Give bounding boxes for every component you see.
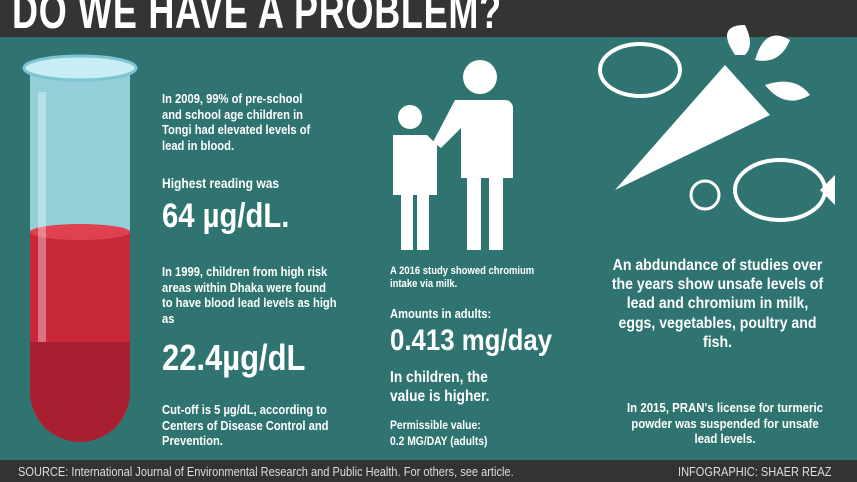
left-value-2: 22.4µg/dL [162, 337, 306, 378]
footer-bar: SOURCE: International Journal of Environ… [0, 460, 857, 482]
left-value-1: 64 µg/dL. [162, 197, 290, 235]
left-text-1: In 2009, 99% of pre-school and school ag… [162, 91, 311, 153]
middle-text-5: 0.2 MG/DAY (adults) [390, 434, 488, 448]
left-text-4: Cut-off is 5 µg/dL, according to Centers… [162, 402, 329, 449]
test-tube-illustration [22, 54, 138, 442]
left-text-2: Highest reading was [162, 175, 280, 191]
middle-text-4: Permissible value: [390, 418, 481, 432]
right-text-2: In 2015, PRAN's license for turmeric pow… [626, 400, 823, 447]
title-bar [0, 0, 857, 37]
page-title: DO WE HAVE A PROBLEM? [12, 0, 502, 39]
middle-text-2: Amounts in adults: [390, 306, 492, 321]
food-icons [598, 25, 835, 222]
parent-child-icon [393, 60, 513, 250]
middle-text-3: In children, the value is higher. [390, 369, 490, 406]
middle-value-1: 0.413 mg/day [390, 324, 553, 357]
credit-text: INFOGRAPHIC: SHAER REAZ [678, 464, 832, 479]
middle-text-1: A 2016 study showed chromium intake via … [390, 265, 535, 291]
right-text-1: An abdundance of studies over the years … [611, 257, 824, 351]
left-text-3: In 1999, children from high risk areas w… [162, 264, 337, 326]
source-text: SOURCE: International Journal of Environ… [18, 464, 514, 479]
